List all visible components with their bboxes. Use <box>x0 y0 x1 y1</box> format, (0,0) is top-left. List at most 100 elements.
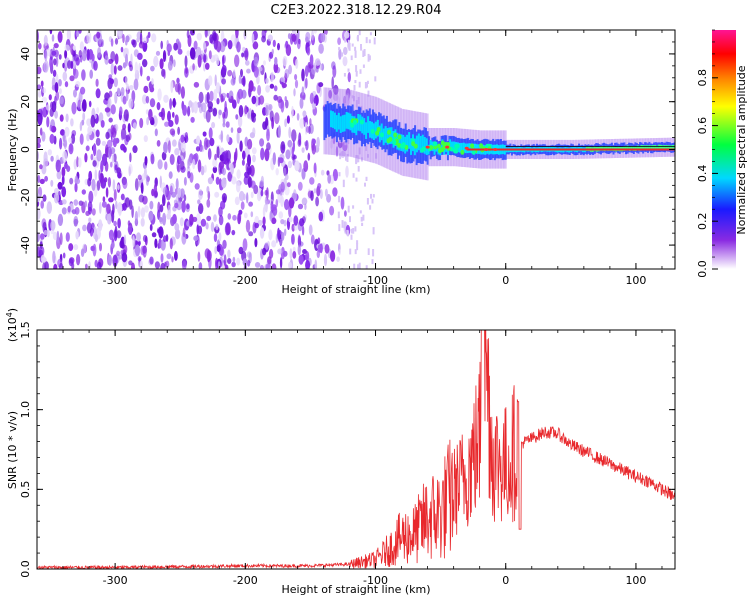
noise-blob <box>215 224 219 231</box>
noise-blob <box>159 204 164 213</box>
signal-blob <box>393 132 398 138</box>
noise-blob <box>49 124 53 132</box>
noise-blob <box>187 159 190 169</box>
noise-blob <box>218 109 222 116</box>
noise-blob <box>177 48 183 55</box>
noise-blob <box>236 91 241 104</box>
spectrogram-y-tick-label: 20 <box>19 95 32 109</box>
noise-blob <box>123 62 127 69</box>
noise-faint <box>369 205 372 210</box>
noise-blob <box>279 238 283 246</box>
noise-blob <box>272 152 276 166</box>
noise-blob <box>297 181 303 191</box>
noise-blob <box>259 227 265 239</box>
noise-blob <box>332 65 337 78</box>
noise-blob <box>251 33 255 44</box>
noise-blob <box>305 260 311 269</box>
noise-blob <box>318 211 324 222</box>
noise-blob <box>265 85 270 93</box>
noise-faint <box>362 50 365 57</box>
noise-faint <box>365 176 368 181</box>
noise-blob <box>141 173 146 181</box>
noise-blob <box>153 55 159 68</box>
noise-blob <box>57 213 64 226</box>
noise-blob <box>143 135 148 143</box>
noise-blob <box>122 179 128 190</box>
noise-blob <box>242 150 246 160</box>
noise-blob <box>120 46 124 53</box>
noise-blob <box>181 200 186 213</box>
noise-blob <box>302 216 306 224</box>
noise-blob <box>41 131 46 142</box>
noise-blob <box>232 69 236 79</box>
noise-blob <box>242 238 248 252</box>
noise-faint <box>371 259 374 265</box>
noise-faint <box>352 96 355 102</box>
noise-blob <box>107 177 111 188</box>
noise-blob <box>213 89 218 102</box>
signal-blob <box>380 132 384 138</box>
noise-faint <box>375 153 378 159</box>
noise-blob <box>273 62 279 74</box>
noise-blob <box>293 215 299 226</box>
noise-blob <box>311 138 316 145</box>
noise-blob <box>169 238 173 250</box>
noise-blob <box>41 96 48 103</box>
noise-blob <box>166 43 172 53</box>
noise-blob <box>246 192 249 204</box>
noise-blob <box>142 59 148 68</box>
noise-blob <box>61 175 65 186</box>
noise-blob <box>90 153 94 161</box>
noise-faint <box>356 155 359 160</box>
noise-blob <box>58 262 64 269</box>
noise-blob <box>125 90 129 102</box>
noise-blob <box>109 78 115 85</box>
noise-blob <box>44 63 47 71</box>
noise-blob <box>213 54 219 61</box>
noise-blob <box>51 77 56 90</box>
noise-blob <box>137 205 141 218</box>
noise-blob <box>134 61 138 75</box>
noise-blob <box>111 242 115 249</box>
noise-blob <box>84 200 88 208</box>
noise-blob <box>88 206 92 215</box>
noise-faint <box>341 220 344 228</box>
noise-blob <box>52 69 57 77</box>
colorbar: 0.0 0.2 0.4 0.6 0.8 Normalized spectral ampl… <box>696 29 748 278</box>
signal-core <box>630 145 633 151</box>
noise-blob <box>37 143 41 149</box>
noise-blob <box>288 197 295 209</box>
noise-blob <box>53 192 60 204</box>
noise-blob <box>279 257 283 269</box>
noise-faint <box>367 53 370 62</box>
signal-core <box>665 145 668 150</box>
noise-blob <box>105 131 110 140</box>
noise-blob <box>56 230 60 244</box>
noise-blob <box>335 146 339 157</box>
noise-blob <box>169 154 175 165</box>
signal-core <box>624 145 627 151</box>
noise-blob <box>198 262 203 269</box>
noise-faint <box>345 156 347 161</box>
noise-blob <box>307 40 311 47</box>
signal-core <box>386 128 389 145</box>
noise-faint <box>368 39 371 44</box>
signal-blob <box>432 141 437 147</box>
noise-blob <box>110 38 114 47</box>
noise-blob <box>132 145 138 154</box>
noise-blob <box>234 54 240 68</box>
noise-blob <box>244 105 248 115</box>
noise-blob <box>231 261 236 268</box>
noise-blob <box>86 222 92 234</box>
noise-blob <box>214 191 220 198</box>
noise-faint <box>371 198 374 204</box>
noise-blob <box>295 58 299 69</box>
noise-faint <box>349 216 351 223</box>
noise-blob <box>338 249 341 256</box>
signal-core <box>331 111 334 128</box>
noise-blob <box>200 165 205 176</box>
noise-blob <box>226 134 230 143</box>
noise-blob <box>150 84 153 90</box>
noise-blob <box>319 189 323 200</box>
noise-blob <box>236 131 240 144</box>
